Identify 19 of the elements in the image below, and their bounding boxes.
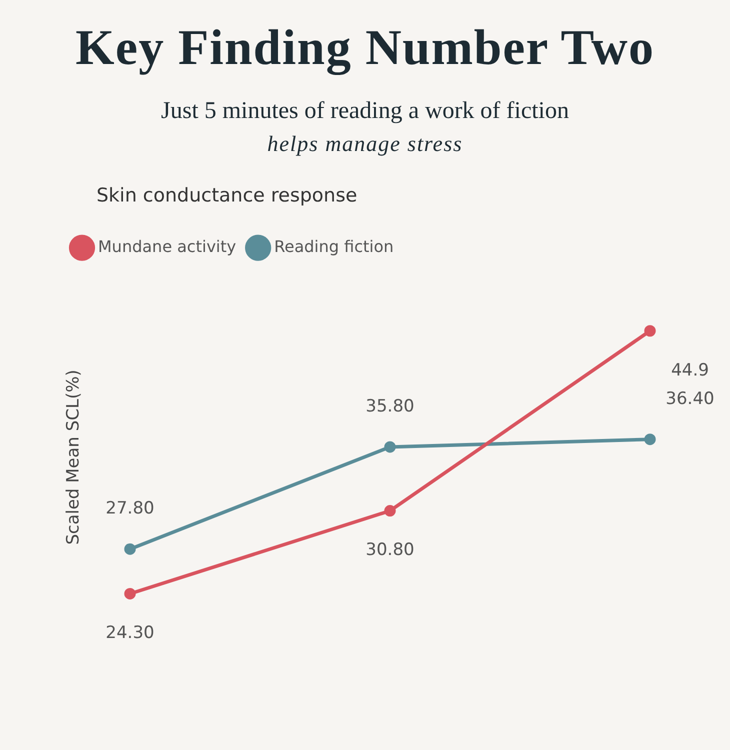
point <box>644 434 656 446</box>
data-label: 24.30 <box>106 623 154 644</box>
point <box>384 505 396 517</box>
point <box>384 441 396 453</box>
data-label: 30.80 <box>366 540 414 560</box>
data-label: 27.80 <box>106 498 154 518</box>
chart-title: Key Finding Number Two <box>74 18 656 76</box>
data-label: 44.9 <box>671 360 709 380</box>
legend-title: Skin conductance response <box>96 184 358 206</box>
legend-label: Reading fiction <box>274 236 394 256</box>
data-label: 36.40 <box>666 388 714 409</box>
y-axis-title: Scaled Mean SCL(%) <box>64 370 84 545</box>
legend-label: Mundane activity <box>98 236 236 256</box>
data-label: 35.80 <box>366 396 414 416</box>
chart-subtitle: Just 5 minutes of reading a work of fiction <box>160 98 570 125</box>
text: helps manage stress <box>266 131 464 157</box>
point <box>124 588 136 600</box>
point <box>124 543 136 555</box>
point <box>644 325 656 337</box>
